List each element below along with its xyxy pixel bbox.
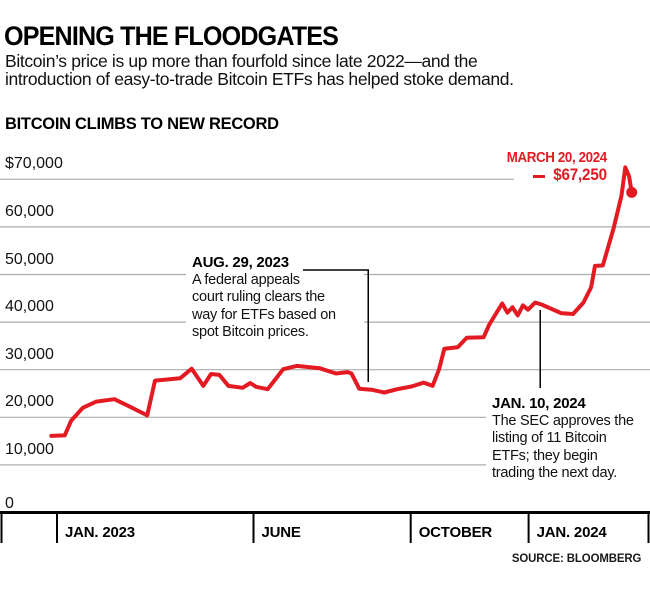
annotation-text-line: way for ETFs based on — [192, 306, 336, 323]
annotation-aug-29-2023: AUG. 29, 2023 A federal appeals court ru… — [192, 254, 367, 342]
annotation-date-label: AUG. 29, 2023 — [192, 254, 289, 271]
annotation-text-line: ETFs; they begin — [492, 447, 598, 464]
y-axis-label: 40,000 — [5, 298, 54, 316]
x-axis-label: JAN. 2023 — [65, 524, 135, 541]
y-axis-label: 30,000 — [5, 345, 54, 363]
page-title: OPENING THE FLOODGATES — [4, 21, 339, 51]
y-axis-label: $70,000 — [5, 155, 63, 173]
page-subtitle: Bitcoin’s price is up more than fourfold… — [5, 51, 514, 89]
subtitle-line-2: introduction of easy-to-trade Bitcoin ET… — [5, 68, 514, 89]
annotation-text-line: trading the next day. — [492, 465, 618, 481]
y-axis-label: 50,000 — [5, 250, 54, 268]
record-price-dash — [533, 175, 545, 178]
y-axis-label: 0 — [5, 494, 14, 512]
x-axis-label: JUNE — [261, 524, 301, 541]
record-date-label: MARCH 20, 2024 — [506, 150, 608, 166]
price-end-dot — [626, 186, 638, 198]
annotation-march-20-2024: MARCH 20, 2024 $67,250 — [506, 150, 608, 184]
subtitle-line-1: Bitcoin’s price is up more than fourfold… — [5, 51, 478, 71]
gridline-mask — [186, 252, 364, 350]
annotation-text-line: listing of 11 Bitcoin — [492, 430, 607, 446]
gridline-mask — [486, 390, 650, 482]
x-axis-label: OCTOBER — [418, 524, 493, 541]
annotation-text-line: A federal appeals — [192, 271, 300, 288]
chart-title: BITCOIN CLIMBS TO NEW RECORD — [5, 114, 279, 133]
annotation-text-line: spot Bitcoin prices. — [192, 324, 309, 340]
y-axis-label: 20,000 — [5, 393, 54, 411]
y-axis-label: 10,000 — [5, 440, 54, 458]
annotation-text-line: The SEC approves the — [492, 412, 634, 429]
source-credit: SOURCE: BLOOMBERG — [511, 551, 642, 565]
record-price-label: $67,250 — [553, 165, 607, 184]
price-line — [49, 165, 634, 438]
y-axis-label: 60,000 — [5, 202, 54, 220]
annotation-jan-10-2024: JAN. 10, 2024 The SEC approves the listi… — [492, 395, 650, 483]
annotation-leader-aug — [303, 269, 369, 382]
annotation-text-line: court ruling clears the — [192, 289, 325, 305]
x-axis-label: JAN. 2024 — [536, 524, 607, 541]
annotation-date-label: JAN. 10, 2024 — [492, 395, 586, 412]
